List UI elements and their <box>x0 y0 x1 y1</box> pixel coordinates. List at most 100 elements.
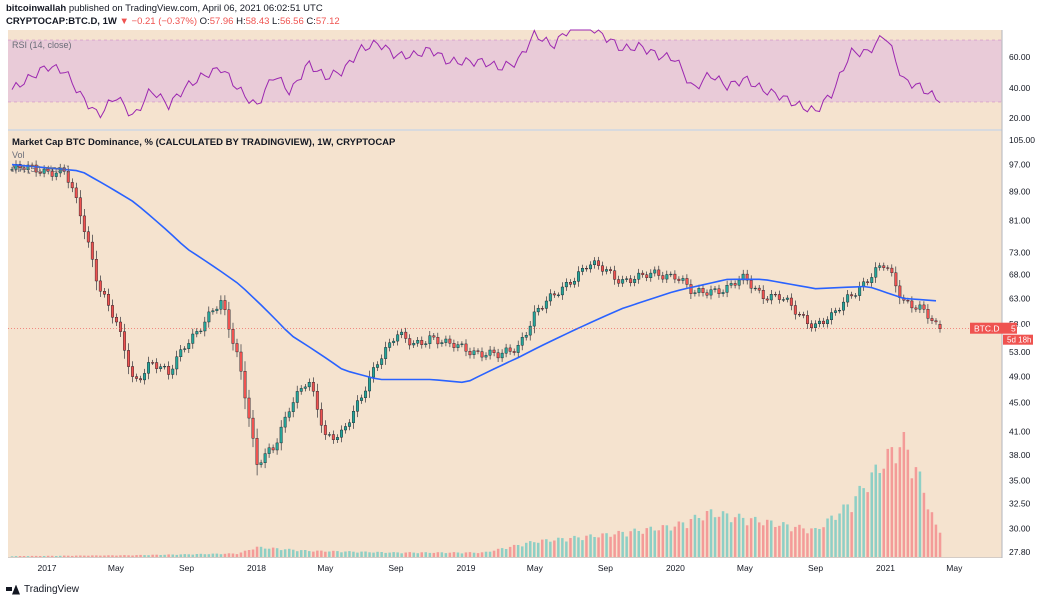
candle-body <box>86 231 90 243</box>
volume-bar <box>609 536 612 557</box>
volume-bar <box>400 553 403 557</box>
volume-bar <box>533 542 536 557</box>
ma-label: MA (50, close) <box>12 164 70 174</box>
volume-bar <box>862 488 865 557</box>
candle-body <box>653 269 657 274</box>
volume-bar <box>822 527 825 557</box>
price-tick: 41.00 <box>1009 427 1031 437</box>
volume-bar <box>673 526 677 557</box>
volume-bar <box>175 554 178 557</box>
volume-bar <box>910 478 914 557</box>
volume-bar <box>729 522 733 557</box>
candle-body <box>456 344 460 348</box>
volume-bar <box>589 534 592 557</box>
volume-bar <box>870 472 873 557</box>
candle-body <box>560 286 564 296</box>
candle-body <box>657 269 661 276</box>
candle-body <box>721 292 725 294</box>
volume-bar <box>163 554 166 557</box>
candle-body <box>54 172 58 177</box>
volume-bar <box>749 518 753 557</box>
candle-body <box>460 343 464 345</box>
candle-body <box>203 321 207 332</box>
candle-body <box>769 294 773 301</box>
volume-bar <box>340 552 343 557</box>
volume-bar <box>332 550 335 557</box>
candle-body <box>512 351 516 353</box>
candle-body <box>589 264 592 270</box>
volume-bar <box>368 552 371 557</box>
volume-bar <box>613 534 616 557</box>
volume-bar <box>806 533 809 557</box>
volume-bar <box>440 552 444 557</box>
volume-bar <box>263 548 267 557</box>
candle-body <box>621 279 625 284</box>
volume-bar <box>838 513 841 557</box>
volume-bar <box>854 496 857 557</box>
candle-body <box>263 453 267 464</box>
volume-bar <box>898 447 902 557</box>
volume-bar <box>63 555 66 557</box>
candle-body <box>846 294 850 303</box>
candle-body <box>175 356 179 370</box>
volume-bar <box>553 540 556 557</box>
volume-bar <box>199 553 203 557</box>
candle-body <box>199 330 203 333</box>
candle-body <box>436 337 440 345</box>
candle-body <box>681 278 685 281</box>
volume-bar <box>693 514 697 557</box>
volume-bar <box>665 525 669 557</box>
rsi-tick-60: 60.00 <box>1009 52 1031 62</box>
candle-body <box>167 366 171 375</box>
candle-body <box>74 187 78 198</box>
candle-body <box>496 352 500 359</box>
candle-body <box>267 447 271 454</box>
volume-bar <box>677 521 681 557</box>
candle-body <box>548 293 552 302</box>
volume-bar <box>372 552 375 557</box>
volume-bar <box>103 555 106 557</box>
volume-bar <box>115 555 118 557</box>
candle-body <box>757 287 761 291</box>
volume-bar <box>689 519 693 557</box>
candle-body <box>934 320 938 323</box>
candle-body <box>135 376 139 379</box>
candle-body <box>733 283 737 286</box>
volume-bar <box>786 524 789 557</box>
candle-body <box>781 299 785 301</box>
candle-body <box>159 366 163 369</box>
volume-bar <box>460 553 464 557</box>
candle-body <box>295 391 299 403</box>
volume-bar <box>283 549 287 557</box>
price-tick: 38.00 <box>1009 450 1031 460</box>
candle-body <box>102 291 106 295</box>
volume-bar <box>830 515 833 557</box>
price-tick: 73.00 <box>1009 248 1031 258</box>
candle-body <box>416 340 420 344</box>
price-tick: 49.00 <box>1009 371 1031 381</box>
candle-body <box>593 260 596 266</box>
price-change: ▼ −0.21 (−0.37%) <box>119 16 198 27</box>
volume-bar <box>75 555 78 557</box>
candle-body <box>665 274 669 280</box>
candle-body <box>536 308 540 313</box>
time-axis-area <box>8 558 1002 576</box>
candle-body <box>597 260 600 266</box>
volume-bar <box>782 522 785 557</box>
volume-bar <box>18 556 22 557</box>
volume-bar <box>701 520 705 557</box>
volume-bar <box>26 556 30 557</box>
rsi-tick-20: 20.00 <box>1009 113 1031 123</box>
volume-bar <box>143 555 146 557</box>
candle-body <box>753 287 757 290</box>
volume-bar <box>878 473 881 557</box>
candle-body <box>544 300 548 309</box>
footer-brand[interactable]: TradingView <box>6 584 79 595</box>
candle-body <box>319 409 323 426</box>
volume-bar <box>215 553 219 557</box>
symbol-line: CRYPTOCAP:BTC.D, 1W ▼ −0.21 (−0.37%) O:5… <box>6 15 340 28</box>
candle-body <box>275 442 279 451</box>
candle-body <box>187 343 191 349</box>
volume-bar <box>930 512 934 557</box>
